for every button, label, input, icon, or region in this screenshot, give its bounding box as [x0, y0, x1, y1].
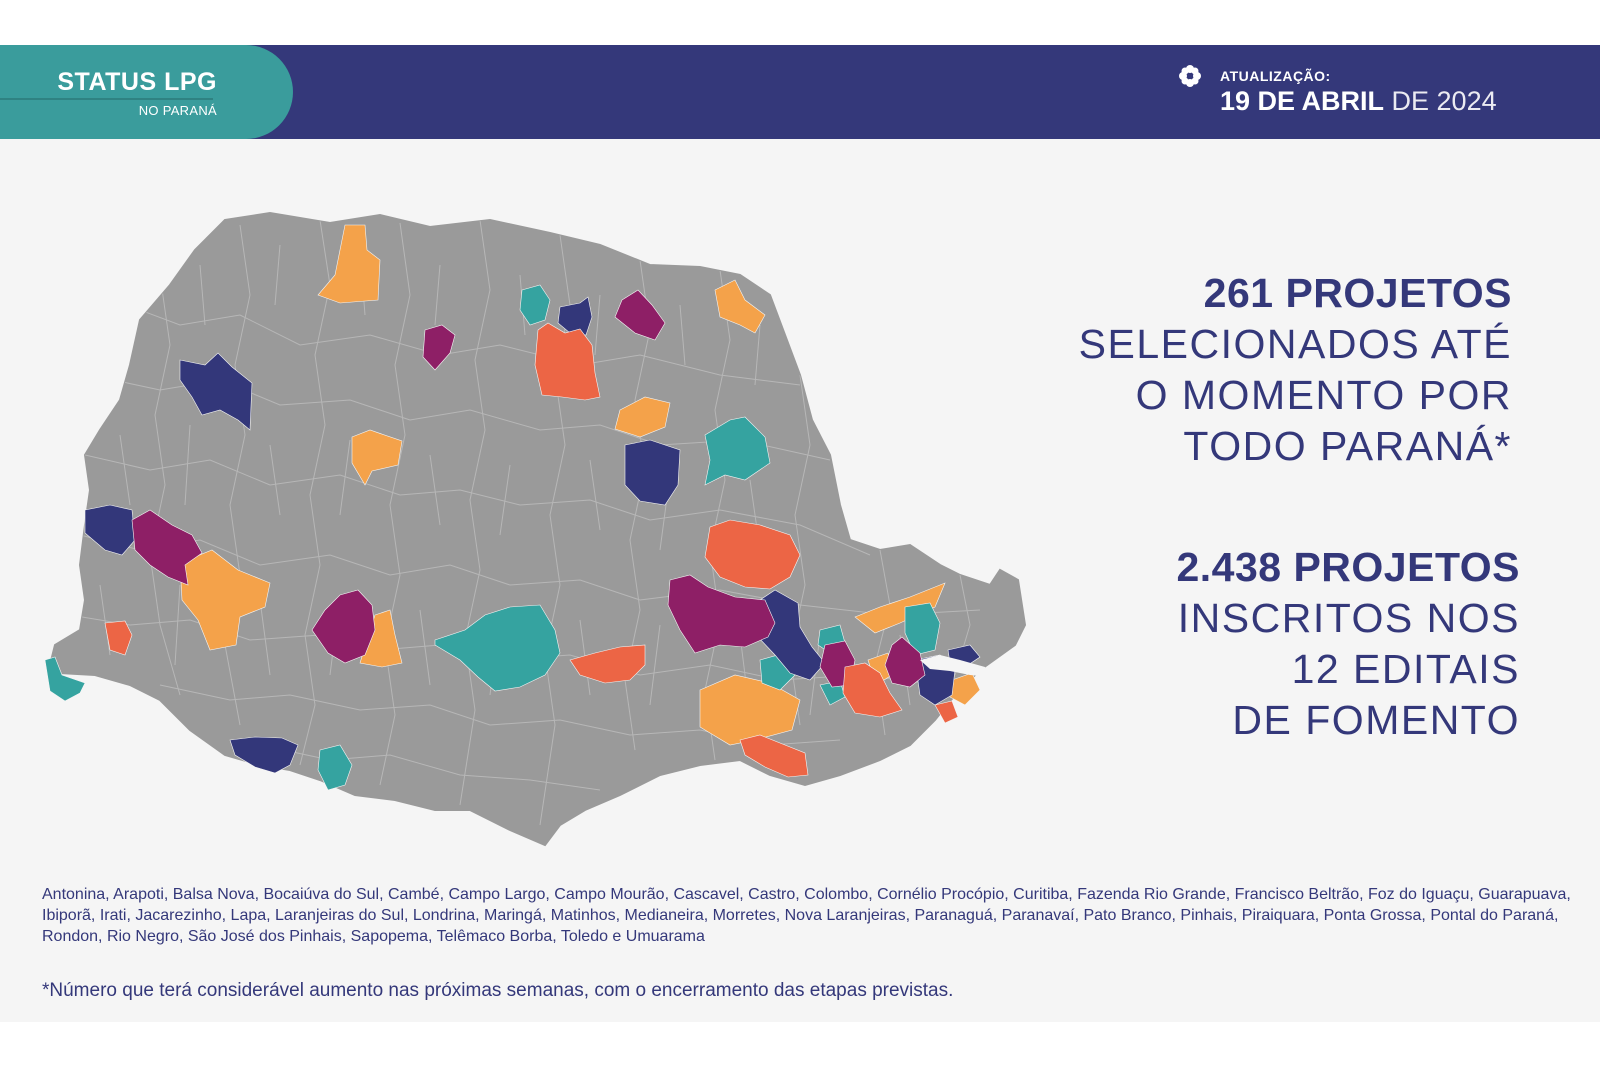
selected-line-3: TODO PARANÁ*: [1183, 423, 1512, 469]
update-date-year: DE 2024: [1384, 86, 1497, 116]
brand-title: STATUS LPG: [57, 68, 217, 96]
enrolled-line-1: INSCRITOS NOS: [1177, 595, 1520, 641]
brand-badge: [0, 45, 293, 139]
enrolled-line-2: 12 EDITAIS: [1291, 646, 1520, 692]
selected-line-1: SELECIONADOS ATÉ: [1078, 321, 1512, 367]
gear-flower-icon: [1179, 65, 1201, 87]
cities-list: Antonina, Arapoti, Balsa Nova, Bocaiúva …: [42, 886, 1571, 945]
brand-subtitle: NO PARANÁ: [138, 103, 217, 118]
brand-underline: [0, 98, 213, 100]
stats-enrolled: 2.438 PROJETOS INSCRITOS NOS 12 EDITAIS …: [1176, 542, 1520, 746]
selected-line-2: O MOMENTO POR: [1135, 372, 1512, 418]
update-label: ATUALIZAÇÃO:: [1220, 68, 1331, 84]
update-date: 19 DE ABRIL DE 2024: [1220, 86, 1497, 117]
parana-map: [44, 212, 1026, 846]
enrolled-line-3: DE FOMENTO: [1232, 697, 1520, 743]
update-date-day: 19 DE ABRIL: [1220, 86, 1385, 116]
stats-selected: 261 PROJETOS SELECIONADOS ATÉ O MOMENTO …: [1079, 268, 1512, 472]
footnote: *Número que terá considerável aumento na…: [42, 980, 954, 1001]
selected-number: 261 PROJETOS: [1203, 270, 1512, 316]
enrolled-number: 2.438 PROJETOS: [1176, 544, 1520, 590]
